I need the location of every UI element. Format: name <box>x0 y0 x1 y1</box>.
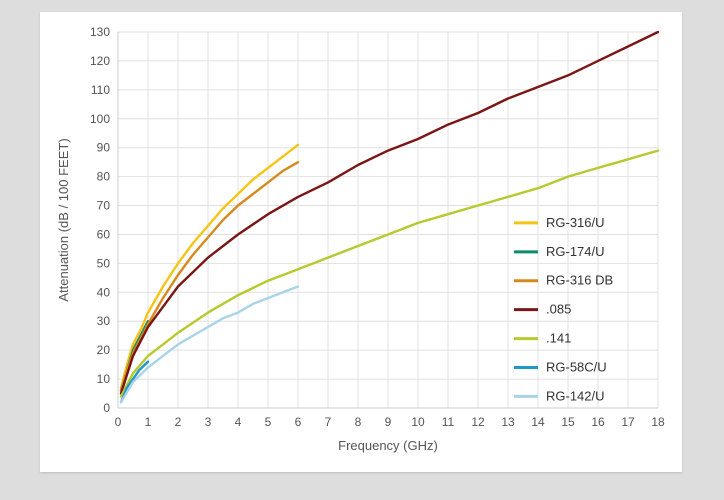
svg-text:0: 0 <box>103 401 110 415</box>
svg-text:17: 17 <box>621 415 635 429</box>
x-axis-label: Frequency (GHz) <box>338 438 438 453</box>
svg-text:8: 8 <box>355 415 362 429</box>
svg-text:18: 18 <box>651 415 665 429</box>
svg-text:120: 120 <box>90 54 110 68</box>
attenuation-chart: 0102030405060708090100110120130 01234567… <box>40 12 682 472</box>
svg-text:13: 13 <box>501 415 515 429</box>
y-axis-label: Attenuation (dB / 100 FEET) <box>56 138 71 301</box>
svg-text:9: 9 <box>385 415 392 429</box>
svg-text:5: 5 <box>265 415 272 429</box>
svg-text:4: 4 <box>235 415 242 429</box>
x-ticks: 0123456789101112131415161718 <box>115 415 665 429</box>
chart-card: 0102030405060708090100110120130 01234567… <box>40 12 682 472</box>
legend-label-c085: .085 <box>546 302 571 317</box>
svg-text:130: 130 <box>90 25 110 39</box>
svg-text:20: 20 <box>97 343 111 357</box>
series-c085 <box>121 32 658 394</box>
svg-text:50: 50 <box>97 256 111 270</box>
legend-label-rg316u: RG-316/U <box>546 215 605 230</box>
svg-text:11: 11 <box>442 415 455 429</box>
svg-text:10: 10 <box>97 372 111 386</box>
legend-label-rg58cu: RG-58C/U <box>546 360 607 375</box>
svg-text:30: 30 <box>97 314 111 328</box>
legend-label-rg316db: RG-316 DB <box>546 273 613 288</box>
svg-text:15: 15 <box>561 415 575 429</box>
svg-text:2: 2 <box>175 415 182 429</box>
legend-label-rg174u: RG-174/U <box>546 244 605 259</box>
svg-text:10: 10 <box>411 415 425 429</box>
svg-text:12: 12 <box>471 415 485 429</box>
svg-text:40: 40 <box>97 285 111 299</box>
svg-text:14: 14 <box>531 415 545 429</box>
legend-label-rg142u: RG-142/U <box>546 388 605 403</box>
svg-text:7: 7 <box>325 415 332 429</box>
svg-text:60: 60 <box>97 227 111 241</box>
svg-text:6: 6 <box>295 415 302 429</box>
y-ticks: 0 10 20 30 40 50 60 70 80 90 100 110 120 130 <box>90 25 110 415</box>
svg-text:110: 110 <box>91 83 110 97</box>
svg-text:80: 80 <box>97 170 111 184</box>
svg-text:16: 16 <box>591 415 605 429</box>
svg-text:100: 100 <box>90 112 110 126</box>
legend-label-c141: .141 <box>546 331 571 346</box>
svg-text:3: 3 <box>205 415 212 429</box>
svg-text:70: 70 <box>97 199 111 213</box>
svg-text:90: 90 <box>97 141 111 155</box>
svg-text:0: 0 <box>115 415 122 429</box>
svg-text:1: 1 <box>145 415 152 429</box>
